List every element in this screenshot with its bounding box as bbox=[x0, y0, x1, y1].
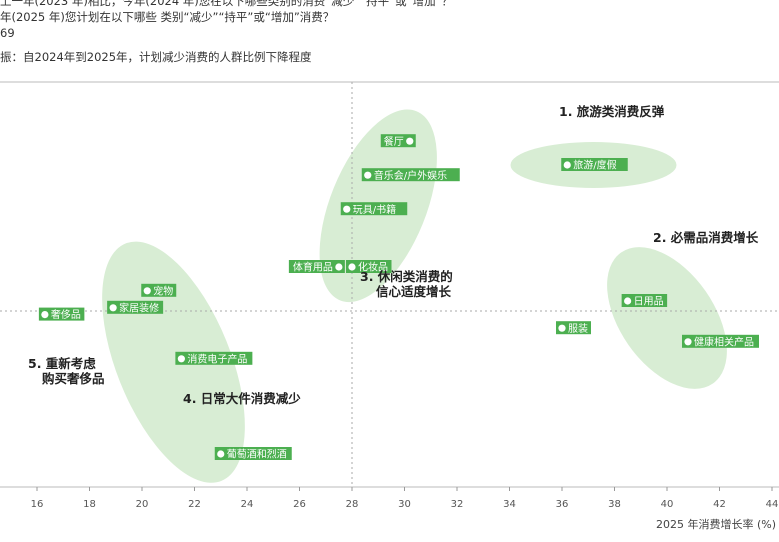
x-tick-label: 16 bbox=[31, 499, 44, 510]
point-label: 服装 bbox=[568, 322, 588, 335]
point-marker bbox=[406, 137, 414, 145]
x-tick-label: 18 bbox=[83, 499, 96, 510]
x-tick-label: 30 bbox=[398, 499, 411, 510]
point-label-bg bbox=[361, 168, 460, 182]
x-tick-label: 34 bbox=[503, 499, 516, 510]
point-marker bbox=[348, 263, 356, 271]
point-label: 奢侈品 bbox=[51, 308, 81, 321]
data-point: 旅游/度假 bbox=[561, 158, 628, 172]
data-point: 家居装修 bbox=[107, 300, 164, 314]
x-tick-label: 32 bbox=[451, 499, 464, 510]
point-label-bg bbox=[214, 447, 292, 460]
point-label-bg bbox=[107, 300, 164, 314]
point-label: 消费电子产品 bbox=[187, 352, 247, 365]
point-label-bg bbox=[621, 294, 668, 307]
data-point: 玩具/书籍 bbox=[340, 202, 408, 216]
data-point: 宠物 bbox=[141, 283, 177, 297]
cluster-annotations: 1. 旅游类消费反弹 2. 必需品消费增长 3. 休闲类消费的信心适度增长 4. 日常… bbox=[28, 104, 759, 406]
point-label: 体育用品 bbox=[293, 261, 333, 274]
data-point: 健康相关产品 bbox=[682, 334, 759, 348]
cluster-title-2: 2. 必需品消费增长 bbox=[653, 230, 759, 245]
cluster-title-4: 4. 日常大件消费减少 bbox=[183, 391, 301, 406]
x-tick-label: 38 bbox=[608, 499, 621, 510]
point-marker bbox=[624, 297, 632, 305]
point-label-bg bbox=[682, 334, 759, 348]
chart-subtitle: 振：自2024年到2025年，计划减少消费的人群比例下降程度 bbox=[0, 50, 312, 64]
point-label-bg bbox=[556, 321, 591, 335]
point-label: 葡萄酒和烈酒 bbox=[227, 448, 287, 461]
header-line-2: 年(2025 年)您计划在以下哪些 类别“减少”“持平”或“增加”消费？ bbox=[0, 10, 335, 24]
data-point: 化妆品 bbox=[346, 260, 392, 274]
point-label-bg bbox=[175, 351, 253, 365]
point-label: 宠物 bbox=[153, 284, 173, 297]
point-label-bg bbox=[340, 202, 408, 216]
x-axis-label: 2025 年消费增长率 (%) bbox=[656, 517, 776, 531]
x-axis: 16 18 20 22 24 26 28 30 32 34 36 38 40 42 44 2025 年消费增长… bbox=[31, 487, 779, 531]
cluster-title-3: 3. 休闲类消费的信心适度增长 bbox=[360, 269, 453, 299]
point-marker bbox=[558, 324, 566, 332]
point-marker bbox=[343, 205, 351, 213]
x-tick-label: 20 bbox=[136, 499, 149, 510]
point-marker bbox=[109, 304, 117, 312]
cluster-ellipse-2 bbox=[607, 247, 727, 389]
x-tick-label: 24 bbox=[241, 499, 254, 510]
point-marker bbox=[177, 355, 185, 363]
data-point: 葡萄酒和烈酒 bbox=[214, 447, 292, 461]
point-marker bbox=[684, 338, 692, 346]
point-label: 健康相关产品 bbox=[694, 335, 754, 348]
point-label: 旅游/度假 bbox=[573, 159, 616, 172]
x-tick-label: 44 bbox=[766, 499, 779, 510]
point-marker bbox=[563, 161, 571, 169]
header-line-1: 上一年(2023 年)相比，今年(2024 年)您在以下哪些类别的消费“减少”“… bbox=[0, 0, 454, 8]
x-tick-label: 42 bbox=[713, 499, 726, 510]
point-marker bbox=[335, 263, 343, 271]
point-label: 家居装修 bbox=[119, 301, 159, 314]
data-point: 餐厅 bbox=[380, 134, 416, 148]
cluster-title-5: 5. 重新考虑购买奢侈品 bbox=[28, 356, 105, 386]
data-point: 日用品 bbox=[621, 294, 668, 308]
point-label: 玩具/书籍 bbox=[353, 203, 396, 216]
point-label: 日用品 bbox=[634, 296, 664, 308]
x-tick-label: 40 bbox=[661, 499, 674, 510]
point-label-bg bbox=[380, 134, 416, 148]
point-marker bbox=[364, 171, 372, 179]
point-label: 音乐会/户外娱乐 bbox=[374, 169, 447, 182]
point-label: 化妆品 bbox=[358, 261, 388, 274]
chart-frame bbox=[0, 81, 779, 488]
data-point: 奢侈品 bbox=[38, 307, 85, 321]
point-label-bg bbox=[346, 260, 392, 273]
point-marker bbox=[143, 287, 151, 295]
x-tick-label: 26 bbox=[293, 499, 306, 510]
cluster-title-1: 1. 旅游类消费反弹 bbox=[559, 104, 665, 119]
point-marker bbox=[217, 450, 225, 458]
point-label: 餐厅 bbox=[384, 135, 404, 148]
x-tick-label: 22 bbox=[188, 499, 201, 510]
point-label-bg bbox=[288, 260, 345, 273]
data-point: 消费电子产品 bbox=[175, 351, 253, 365]
data-point: 服装 bbox=[556, 321, 591, 335]
x-tick-label: 28 bbox=[346, 499, 359, 510]
x-tick-label: 36 bbox=[556, 499, 569, 510]
header-line-3: 69 bbox=[0, 26, 15, 40]
point-marker bbox=[41, 311, 49, 319]
data-point: 音乐会/户外娱乐 bbox=[361, 168, 460, 182]
point-label-bg bbox=[38, 307, 85, 321]
point-label-bg bbox=[141, 283, 177, 297]
point-label-bg bbox=[561, 158, 628, 171]
data-point: 体育用品 bbox=[288, 260, 345, 274]
